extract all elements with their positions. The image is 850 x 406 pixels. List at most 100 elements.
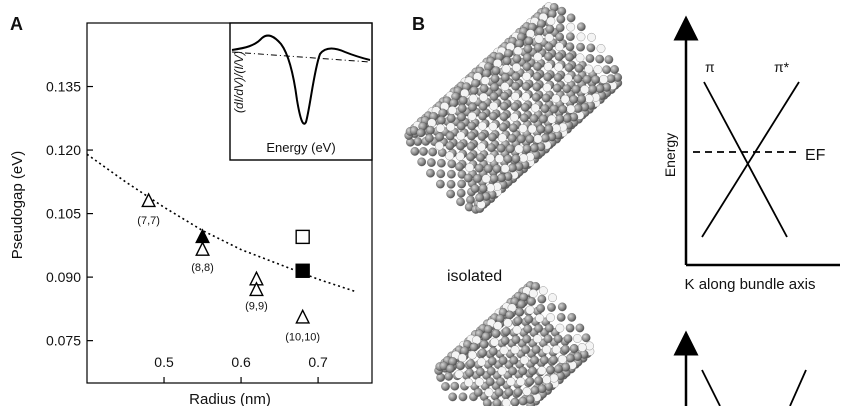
carbon-atom: [454, 369, 464, 379]
carbon-atom: [445, 151, 454, 161]
inset-x-label: Energy (eV): [266, 140, 335, 155]
carbon-atom: [552, 83, 562, 93]
carbon-atom: [456, 188, 466, 198]
panel-a-letter: A: [10, 14, 23, 34]
carbon-atom: [508, 163, 517, 173]
y-axis-label: Pseudogap (eV): [9, 151, 26, 259]
x-tick-label: 0.6: [231, 354, 251, 370]
carbon-atom: [475, 377, 484, 387]
carbon-atom: [527, 124, 537, 134]
carbon-atom: [508, 366, 517, 376]
pi-star-band-label: π*: [774, 59, 790, 75]
carbon-atom: [511, 72, 521, 81]
carbon-atom: [509, 123, 518, 133]
carbon-atom: [458, 96, 468, 105]
carbon-atom: [531, 345, 541, 354]
carbon-atom: [551, 345, 561, 354]
carbon-atom: [509, 355, 519, 365]
y-tick-label: 0.105: [46, 206, 81, 222]
carbon-atom: [444, 372, 454, 381]
carbon-atom: [456, 131, 466, 141]
carbon-atom: [491, 329, 501, 338]
carbon-atom: [488, 132, 497, 142]
carbon-atom: [563, 73, 573, 83]
momentum-axis-label: K along bundle axis: [685, 276, 816, 293]
carbon-atom: [536, 19, 546, 29]
carbon-atom: [468, 102, 477, 112]
carbon-atom: [566, 22, 576, 32]
carbon-atom: [576, 22, 586, 32]
carbon-atom: [473, 174, 482, 183]
carbon-atom: [477, 132, 487, 141]
carbon-atom: [477, 357, 486, 367]
open-square-marker: [295, 229, 310, 245]
carbon-atom: [519, 113, 529, 123]
carbon-atom: [481, 332, 491, 341]
carbon-atom: [544, 52, 553, 61]
carbon-atom: [582, 75, 592, 84]
carbon-atom: [577, 94, 587, 104]
carbon-atom: [438, 108, 448, 118]
carbon-atom: [555, 114, 565, 124]
carbon-atom: [532, 72, 542, 81]
carbon-atom: [530, 355, 539, 365]
carbon-atom: [555, 32, 565, 42]
carbon-atom: [585, 341, 594, 351]
carbon-atom: [555, 323, 565, 333]
carbon-atom: [509, 112, 519, 122]
inset-baseline: [231, 51, 371, 63]
carbon-atom: [518, 366, 528, 376]
carbon-atom: [486, 183, 495, 193]
x-tick-label: 0.5: [154, 354, 174, 370]
carbon-atom: [595, 84, 605, 93]
carbon-atom: [522, 72, 531, 81]
carbon-atom: [466, 152, 475, 162]
carbon-atom: [543, 72, 553, 82]
carbon-atom: [513, 316, 523, 326]
carbon-atom: [573, 74, 583, 84]
carbon-atom: [526, 29, 535, 39]
carbon-atom: [522, 387, 532, 396]
carbon-atom: [447, 106, 457, 115]
carbon-atom: [548, 293, 557, 303]
carbon-atom: [456, 121, 466, 131]
x-axis-label: Radius (nm): [189, 391, 271, 406]
carbon-atom: [555, 23, 565, 33]
carbon-atom: [562, 114, 572, 123]
carbon-atom: [543, 334, 553, 344]
carbon-atom: [563, 334, 573, 344]
carbon-atom: [499, 346, 509, 355]
carbon-atom: [544, 42, 554, 52]
y-axis: 0.075 0.090 0.105 0.120 0.135: [46, 79, 93, 349]
carbon-atom: [437, 158, 446, 168]
carbon-atom: [469, 342, 479, 352]
carbon-atom: [537, 294, 547, 304]
carbon-atom: [468, 94, 478, 103]
open-triangle-marker: [141, 192, 157, 208]
carbon-atom: [525, 134, 535, 144]
carbon-atom: [504, 49, 513, 58]
open-triangle-marker: [195, 241, 210, 256]
point-labels: (7,7) (8,8) (9,9) (10,10): [137, 215, 320, 343]
carbon-atom: [529, 114, 539, 123]
carbon-atom: [540, 133, 550, 143]
carbon-atom: [557, 302, 567, 312]
carbon-atom: [436, 179, 445, 189]
carbon-atom: [573, 352, 583, 361]
carbon-atom: [482, 69, 491, 78]
carbon-atom: [450, 381, 460, 391]
carbon-atom: [478, 121, 487, 131]
carbon-atom: [479, 84, 489, 93]
carbon-atom: [510, 92, 520, 101]
carbon-atom: [556, 14, 566, 24]
isolated-nanotube-illustration: [404, 2, 623, 214]
inset-frame: [229, 22, 373, 161]
carbon-atom: [500, 164, 510, 173]
carbon-atom: [525, 376, 535, 386]
carbon-atom: [585, 54, 595, 63]
carbon-atom: [587, 32, 596, 42]
carbon-atom: [512, 63, 521, 72]
carbon-atom: [596, 44, 606, 53]
carbon-atom: [467, 131, 476, 141]
